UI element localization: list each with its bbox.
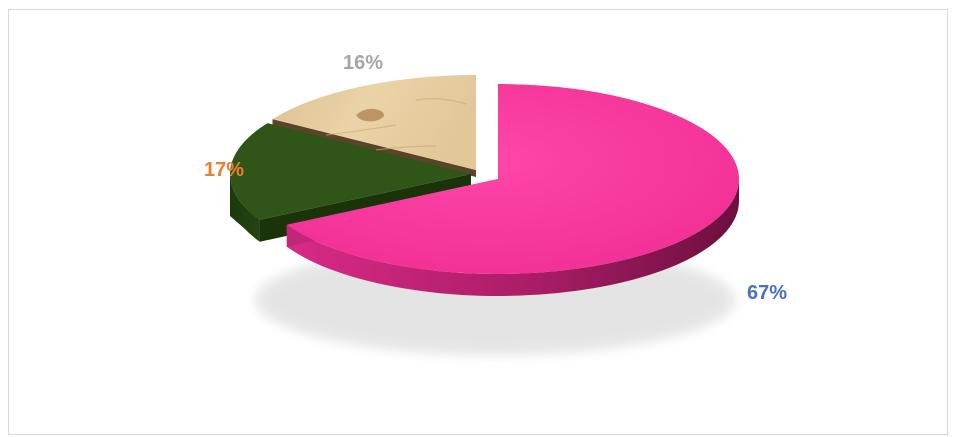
pie-slice-cut-face [272, 119, 476, 177]
pie-slice-1 [286, 84, 739, 297]
pie-slice-top [286, 84, 739, 274]
pie-slice-3 [272, 75, 476, 177]
pie-slice-edge [230, 174, 260, 242]
slice-label-3: 16% [343, 52, 383, 74]
wood-knot [356, 108, 384, 122]
slice-label-1: 67% [747, 282, 787, 304]
wood-grain [325, 124, 397, 136]
slice-label-2: 17% [204, 159, 244, 181]
wood-grain [375, 145, 437, 151]
wood-grain [415, 98, 467, 105]
pie-slice-side [286, 179, 739, 297]
pie-slice-top [230, 123, 471, 220]
